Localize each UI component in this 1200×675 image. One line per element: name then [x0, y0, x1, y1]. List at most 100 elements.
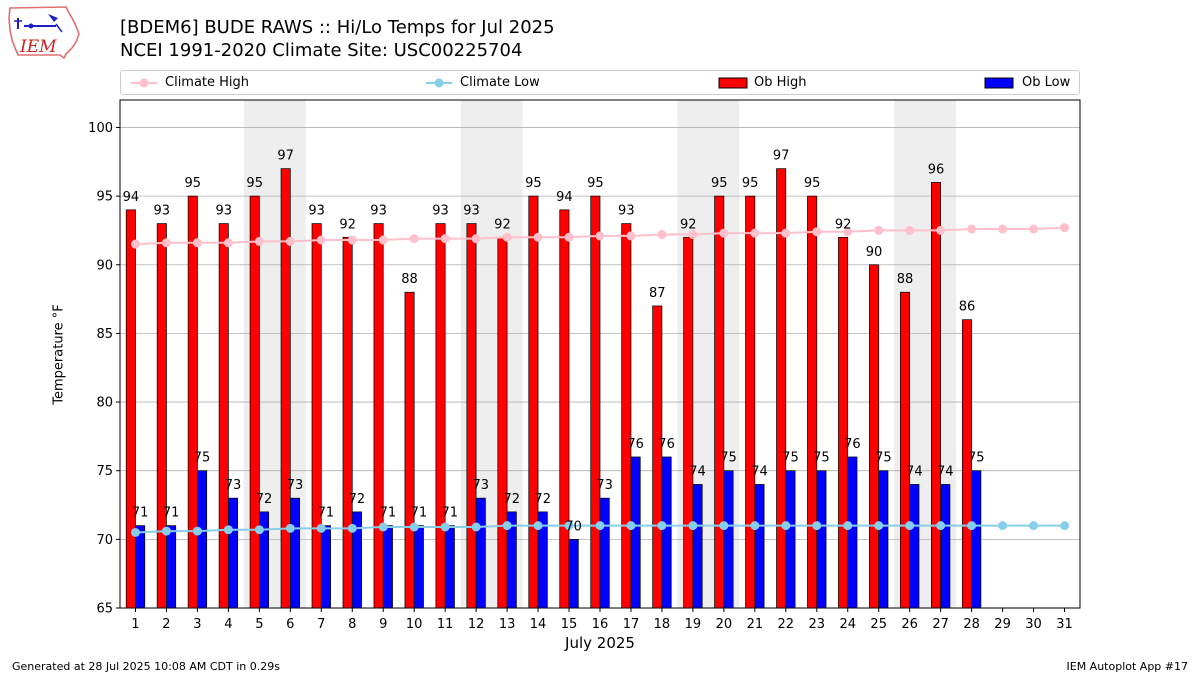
ob-high-label: 95 — [804, 176, 821, 191]
climate-high-point — [936, 225, 946, 235]
ob-low-bar — [228, 497, 239, 609]
ob-low-label: 71 — [132, 506, 149, 521]
climate-low-point — [936, 521, 946, 531]
ob-low-label: 76 — [627, 437, 644, 452]
ob-low-label: 71 — [442, 506, 459, 521]
climate-low-point — [595, 521, 605, 531]
climate-low-point — [1060, 521, 1070, 531]
y-tick-label: 100 — [88, 121, 113, 136]
ob-low-bar — [320, 525, 331, 609]
ob-high-label: 94 — [556, 190, 573, 205]
ob-high-label: 95 — [711, 176, 728, 191]
x-tick-label: 19 — [685, 617, 702, 632]
ob-high-label: 95 — [246, 176, 263, 191]
chart-legend: Climate High Climate Low Ob High Ob Low — [120, 70, 1080, 95]
y-tick-label: 90 — [96, 258, 113, 273]
climate-high-point — [688, 230, 698, 240]
ob-high-bar — [683, 236, 694, 609]
x-tick-label: 14 — [530, 617, 547, 632]
climate-high-point — [1060, 223, 1070, 233]
climate-low-point — [998, 521, 1008, 531]
climate-high-point — [502, 232, 512, 242]
ob-high-label: 88 — [401, 272, 418, 287]
ob-high-label: 95 — [525, 176, 542, 191]
climate-high-point — [285, 236, 295, 246]
ob-high-label: 95 — [185, 176, 202, 191]
climate-high-point — [409, 234, 419, 244]
ob-high-label: 93 — [215, 204, 232, 219]
ob-high-bar — [900, 291, 911, 609]
x-tick-label: 2 — [162, 617, 170, 632]
x-tick-label: 7 — [317, 617, 325, 632]
climate-high-point — [471, 234, 481, 244]
ob-high-bar — [404, 291, 415, 609]
ob-low-bar — [444, 525, 455, 609]
x-tick-label: 3 — [193, 617, 201, 632]
climate-high-point — [998, 224, 1008, 234]
climate-low-point — [750, 521, 760, 531]
chart-title: [BDEM6] BUDE RAWS :: Hi/Lo Temps for Jul… — [120, 17, 555, 38]
y-axis-label: Temperature °F — [51, 304, 67, 405]
ob-low-label: 73 — [225, 478, 242, 493]
climate-high-point — [843, 227, 853, 237]
chart-subtitle: NCEI 1991-2020 Climate Site: USC00225704 — [120, 40, 523, 61]
climate-low-point — [564, 521, 574, 531]
x-tick-label: 30 — [1025, 617, 1042, 632]
ob-low-label: 71 — [380, 506, 397, 521]
ob-high-bar — [373, 223, 384, 609]
ob-high-bar — [280, 168, 291, 609]
climate-low-point — [688, 521, 698, 531]
x-tick-label: 16 — [592, 617, 609, 632]
y-tick-label: 65 — [96, 602, 113, 617]
climate-low-point — [781, 521, 791, 531]
ob-high-bar — [714, 195, 725, 609]
ob-low-label: 75 — [720, 451, 737, 466]
ob-high-bar — [125, 209, 136, 609]
ob-high-bar — [869, 264, 880, 609]
logo-text: IEM — [19, 37, 57, 57]
climate-low-point — [502, 521, 512, 531]
climate-high-point — [347, 235, 357, 245]
ob-low-bar — [847, 456, 858, 609]
climate-low-point — [347, 523, 357, 533]
ob-low-label: 73 — [596, 478, 613, 493]
ob-high-bar — [528, 195, 539, 609]
ob-low-label: 75 — [194, 451, 211, 466]
iem-logo: IEM — [8, 6, 80, 60]
climate-high-point — [719, 228, 729, 238]
ob-low-bar — [971, 470, 982, 609]
x-tick-label: 28 — [963, 617, 980, 632]
ob-high-label: 93 — [308, 204, 325, 219]
x-tick-label: 17 — [623, 617, 640, 632]
x-tick-label: 11 — [437, 617, 454, 632]
ob-high-label: 97 — [773, 149, 790, 164]
x-tick-label: 5 — [255, 617, 263, 632]
ob-high-label: 88 — [897, 272, 914, 287]
ob-high-bar — [497, 236, 508, 609]
y-tick-label: 80 — [96, 396, 113, 411]
x-tick-label: 18 — [654, 617, 671, 632]
ob-low-bar — [630, 456, 641, 609]
y-tick-label: 70 — [96, 533, 113, 548]
climate-low-point — [285, 523, 295, 533]
ob-low-label: 73 — [287, 478, 304, 493]
ob-low-label: 74 — [937, 464, 954, 479]
ob-high-label: 93 — [463, 204, 480, 219]
ob-high-label: 93 — [370, 204, 387, 219]
ob-low-label: 75 — [813, 451, 830, 466]
ob-high-bar — [218, 223, 229, 609]
x-tick-label: 22 — [778, 617, 795, 632]
y-tick-label: 75 — [96, 464, 113, 479]
climate-high-point — [781, 228, 791, 238]
ob-low-bar — [289, 497, 300, 609]
ob-low-label: 73 — [473, 478, 490, 493]
ob-low-label: 74 — [751, 464, 768, 479]
ob-high-label: 92 — [494, 217, 511, 232]
climate-low-point — [905, 521, 915, 531]
climate-low-point — [533, 521, 543, 531]
ob-low-bar — [599, 497, 610, 609]
x-tick-label: 12 — [468, 617, 485, 632]
climate-low-point — [192, 526, 202, 536]
ob-low-bar — [878, 470, 889, 609]
x-tick-label: 9 — [379, 617, 387, 632]
